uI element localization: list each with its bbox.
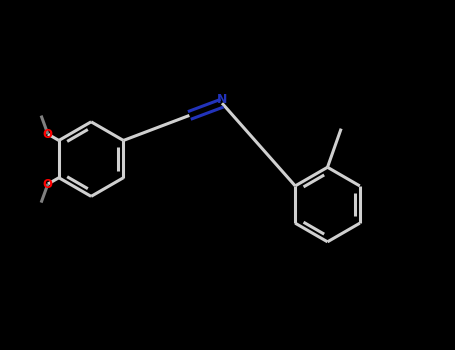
Text: O: O bbox=[43, 177, 53, 190]
Text: O: O bbox=[43, 128, 53, 141]
Text: N: N bbox=[217, 93, 227, 106]
